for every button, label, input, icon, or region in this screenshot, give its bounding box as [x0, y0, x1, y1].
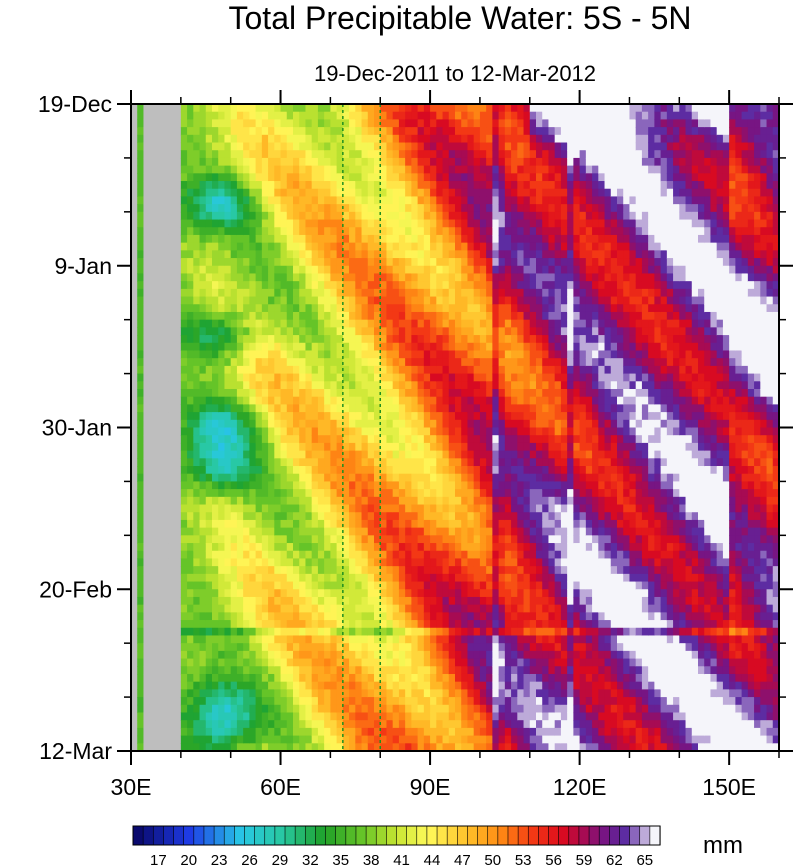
colorbar-label: 44	[424, 852, 441, 867]
colorbar-label: 17	[150, 852, 167, 867]
colorbar-swatch	[507, 825, 519, 846]
precipitable-water-field	[131, 104, 779, 751]
colorbar-frame	[132, 825, 661, 846]
colorbar-label: 26	[241, 852, 258, 867]
colorbar-swatch	[558, 825, 570, 846]
y-tick-label: 19-Dec	[38, 91, 112, 117]
colorbar-label: 47	[454, 852, 471, 867]
colorbar-swatch	[477, 825, 489, 846]
colorbar-swatch	[304, 825, 317, 846]
colorbar-swatch	[649, 825, 661, 846]
colorbar-swatch	[365, 825, 377, 846]
y-tick-label: 20-Feb	[39, 576, 112, 602]
x-tick-label: 90E	[410, 774, 451, 800]
colorbar-swatch	[264, 825, 276, 846]
colorbar-swatch	[284, 825, 296, 846]
colorbar-swatch	[639, 825, 651, 846]
axis-ticks: 30E 60E 90E 120E 150E 19-Dec 9-Jan 30-Jan 20-Feb…	[38, 90, 793, 800]
colorbar: 17 20 23 26 29 32 35 38 41 44 47 50 53 56 59 62 65	[132, 825, 661, 867]
colorbar-swatch	[193, 825, 205, 846]
colorbar-swatch	[274, 825, 286, 846]
colorbar-swatch	[163, 825, 175, 846]
x-tick-label: 120E	[553, 774, 607, 800]
colorbar-label: 29	[272, 852, 289, 867]
colorbar-swatch	[375, 825, 387, 846]
colorbar-swatch	[487, 825, 499, 846]
colorbar-swatch	[203, 825, 215, 846]
colorbar-label: 62	[606, 852, 623, 867]
colorbar-swatch	[223, 825, 235, 846]
colorbar-swatch	[355, 825, 367, 846]
x-tick-label: 150E	[702, 774, 756, 800]
x-tick-label: 30E	[111, 774, 152, 800]
colorbar-swatch	[315, 825, 327, 846]
colorbar-label: 23	[211, 852, 228, 867]
colorbar-swatch	[467, 825, 479, 846]
colorbar-swatch	[568, 825, 580, 846]
colorbar-swatch	[254, 825, 266, 846]
colorbar-swatch	[578, 825, 590, 846]
colorbar-swatch	[497, 825, 509, 846]
colorbar-label: 53	[515, 852, 532, 867]
colorbar-swatch	[598, 825, 610, 846]
colorbar-label: 65	[636, 852, 653, 867]
colorbar-swatch	[609, 825, 621, 846]
colorbar-swatch	[446, 825, 458, 846]
colorbar-label: 50	[484, 852, 501, 867]
colorbar-swatch	[152, 825, 165, 846]
chart-subtitle: 19-Dec-2011 to 12-Mar-2012	[313, 61, 597, 86]
y-tick-label: 30-Jan	[42, 415, 112, 441]
colorbar-swatch	[142, 825, 154, 846]
colorbar-swatch	[396, 825, 408, 846]
colorbar-swatch	[244, 825, 256, 846]
colorbar-label: 59	[576, 852, 593, 867]
y-tick-label: 9-Jan	[54, 253, 112, 279]
colorbar-swatch	[345, 825, 357, 846]
colorbar-swatch	[406, 825, 418, 846]
colorbar-swatch	[538, 825, 550, 846]
colorbar-swatch	[548, 825, 560, 846]
colorbar-units: mm	[703, 832, 743, 859]
colorbar-label: 41	[393, 852, 410, 867]
colorbar-swatch	[416, 825, 428, 846]
colorbar-swatch	[386, 825, 398, 846]
colorbar-swatch	[436, 825, 448, 846]
x-tick-label: 60E	[260, 774, 301, 800]
colorbar-swatch	[629, 825, 641, 846]
colorbar-swatch	[588, 825, 600, 846]
chart-title: Total Precipitable Water: 5S - 5N	[228, 0, 692, 36]
colorbar-swatch	[457, 825, 469, 846]
colorbar-swatch	[183, 825, 195, 846]
colorbar-swatch	[173, 825, 185, 846]
colorbar-swatch	[335, 825, 347, 846]
colorbar-swatch	[132, 825, 144, 846]
colorbar-swatch	[426, 825, 438, 846]
colorbar-swatch	[325, 825, 337, 846]
colorbar-swatch	[619, 825, 631, 846]
colorbar-swatch	[517, 825, 529, 846]
colorbar-swatch	[213, 825, 225, 846]
colorbar-label: 56	[545, 852, 562, 867]
colorbar-swatch	[294, 825, 306, 846]
colorbar-label: 32	[302, 852, 319, 867]
y-tick-label: 12-Mar	[39, 738, 112, 764]
colorbar-swatch	[527, 825, 539, 846]
colorbar-swatch	[234, 825, 246, 846]
colorbar-label: 38	[363, 852, 380, 867]
colorbar-label: 35	[332, 852, 349, 867]
colorbar-label: 20	[180, 852, 197, 867]
